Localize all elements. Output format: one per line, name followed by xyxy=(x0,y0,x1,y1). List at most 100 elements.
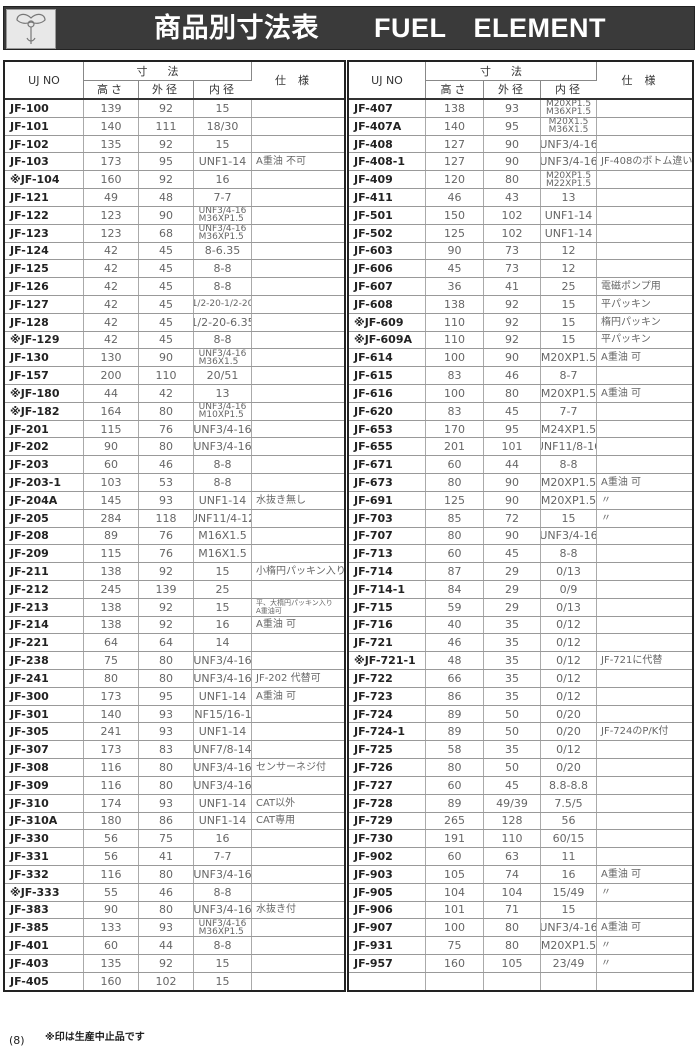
outer-diameter-cell: 50 xyxy=(484,759,541,776)
outer-diameter-cell: 45 xyxy=(139,295,194,313)
table-row: JF-615 83 46 8-7 xyxy=(349,367,692,385)
outer-diameter-cell: 76 xyxy=(139,420,194,438)
height-cell: 115 xyxy=(84,420,139,438)
inner-diameter-cell: 8-8 xyxy=(194,331,252,349)
table-row: JF-405 160 102 15 xyxy=(5,972,344,990)
inner-diameter-cell: 15 xyxy=(541,509,597,527)
table-row: JF-208 89 76 M16X1.5 xyxy=(5,527,344,546)
inner-diameter-cell: UNF3/4-16 M10XP1.5 xyxy=(194,402,252,420)
table-row: JF-126 42 45 8-8 xyxy=(5,278,344,296)
outer-diameter-cell: 92 xyxy=(139,100,194,117)
inner-diameter-cell: 25 xyxy=(541,278,597,295)
uj-no-cell: JF-331 xyxy=(5,848,84,865)
inner-diameter-cell: UNF11/8-16 xyxy=(541,438,597,456)
table-row: ※JF-180 44 42 13 xyxy=(5,385,344,403)
inner-diameter-cell: 15 xyxy=(541,295,597,313)
outer-diameter-cell: 90 xyxy=(484,135,541,153)
inner-diameter-cell: UNF1-14 xyxy=(194,794,252,812)
inner-diameter-cell: 15 xyxy=(194,563,252,580)
table-row: JF-603 90 73 12 xyxy=(349,242,692,261)
height-cell: 127 xyxy=(426,135,484,153)
inner-diameter-cell: 0/12 xyxy=(541,652,597,669)
uj-no-cell: JF-411 xyxy=(349,189,426,206)
spec-cell xyxy=(252,278,344,295)
outer-diameter-cell: 93 xyxy=(139,794,194,812)
spec-cell xyxy=(252,545,344,562)
outer-diameter-cell: 83 xyxy=(139,741,194,759)
inner-diameter-cell: UNF3/4-16 xyxy=(194,438,252,456)
outer-diameter-cell: 102 xyxy=(484,206,541,224)
outer-diameter-cell: 53 xyxy=(139,474,194,491)
outer-diameter-cell: 76 xyxy=(139,527,194,545)
uj-no-cell: JF-671 xyxy=(349,456,426,474)
uj-no-cell: JF-208 xyxy=(5,527,84,545)
table-row: JF-606 45 73 12 xyxy=(349,260,692,279)
outer-diameter-cell: 29 xyxy=(484,598,541,616)
outer-diameter-cell: 92 xyxy=(139,955,194,972)
inner-diameter-cell: UNF1-14 xyxy=(194,491,252,509)
outer-diameter-cell: 93 xyxy=(139,919,194,937)
table-row: JF-607 36 41 25 電磁ポンプ用 xyxy=(349,278,692,296)
spec-cell xyxy=(597,973,692,990)
inner-diameter-cell: M20XP1.5 xyxy=(541,937,597,954)
outer-diameter-cell: 92 xyxy=(139,616,194,634)
table-row: JF-407A 140 95 M20X1.5 M36X1.5 xyxy=(349,117,692,136)
height-cell: 116 xyxy=(84,759,139,776)
table-row: JF-931 75 80 M20XP1.5 〃 xyxy=(349,937,692,955)
spec-cell: 平パッキン xyxy=(601,334,651,346)
height-cell: 60 xyxy=(426,545,484,563)
height-cell: 170 xyxy=(426,420,484,438)
outer-diameter-cell: 92 xyxy=(484,313,541,331)
inner-diameter-cell: M20XP1.5 xyxy=(541,491,597,509)
inner-diameter-cell: 60/15 xyxy=(541,830,597,848)
inner-diameter-cell: 0/20 xyxy=(541,705,597,723)
height-cell: 160 xyxy=(426,955,484,972)
height-cell: 116 xyxy=(84,865,139,883)
outer-diameter-cell: 45 xyxy=(139,331,194,349)
table-row: JF-902 60 63 11 xyxy=(349,848,692,866)
spec-cell xyxy=(597,759,692,776)
outer-diameter-cell: 44 xyxy=(484,456,541,474)
height-cell: 241 xyxy=(84,723,139,741)
table-row: JF-309 116 80 UNF3/4-16 xyxy=(5,776,344,795)
outer-diameter-cell: 93 xyxy=(139,705,194,723)
uj-no-cell: JF-409 xyxy=(349,171,426,189)
table-row: JF-727 60 45 8.8-8.8 xyxy=(349,776,692,795)
table-row: JF-123 123 68 UNF3/4-16 M36XP1.5 xyxy=(5,224,344,243)
outer-diameter-cell: 80 xyxy=(139,865,194,883)
uj-no-cell: JF-620 xyxy=(349,402,426,420)
outer-diameter-cell: 29 xyxy=(484,563,541,580)
inner-diameter-cell: 7-7 xyxy=(541,402,597,420)
inner-diameter-cell: 0/12 xyxy=(541,634,597,652)
table-row: JF-707 80 90 UNF3/4-16 xyxy=(349,527,692,546)
inner-diameter-cell: 7-7 xyxy=(194,848,252,865)
inner-diameter-cell: 8.8-8.8 xyxy=(541,776,597,794)
inner-diameter-cell: UNF3/4-16 xyxy=(194,670,252,687)
uj-no-cell: JF-931 xyxy=(349,937,426,954)
inner-diameter-cell: 15 xyxy=(541,901,597,919)
outer-diameter-cell: 35 xyxy=(484,616,541,634)
table-row: JF-409 120 80 M20XP1.5 M22XP1.5 xyxy=(349,171,692,190)
inner-diameter-cell: 13 xyxy=(194,385,252,402)
table-row: JF-957 160 105 23/49 〃 xyxy=(349,955,692,973)
spec-cell xyxy=(252,848,344,865)
table-row: JF-30114093UNF15/16-16 xyxy=(5,705,344,724)
spec-cell xyxy=(252,403,344,420)
spec-cell xyxy=(597,403,692,420)
outer-diameter-cell: 64 xyxy=(139,634,194,652)
table-row: ※JF-129 42 45 8-8 xyxy=(5,331,344,350)
table-row: JF-724-1 89 50 0/20 JF-724のP/K付 xyxy=(349,723,692,742)
height-cell: 201 xyxy=(426,438,484,456)
table-row: JF-300 173 95 UNF1-14 A重油 可 xyxy=(5,687,344,706)
uj-no-cell: JF-241 xyxy=(5,670,84,687)
outer-diameter-cell: 102 xyxy=(484,224,541,242)
spec-cell xyxy=(252,581,344,598)
height-cell: 40 xyxy=(426,616,484,634)
spec-cell xyxy=(252,474,344,491)
outer-diameter-cell: 95 xyxy=(139,687,194,705)
table-row: JF-703 85 72 15 〃 xyxy=(349,509,692,528)
outer-diameter-cell: 92 xyxy=(139,598,194,616)
table-row: JF-125 42 45 8-8 xyxy=(5,260,344,279)
height-cell: 60 xyxy=(84,937,139,954)
height-cell: 48 xyxy=(426,652,484,669)
